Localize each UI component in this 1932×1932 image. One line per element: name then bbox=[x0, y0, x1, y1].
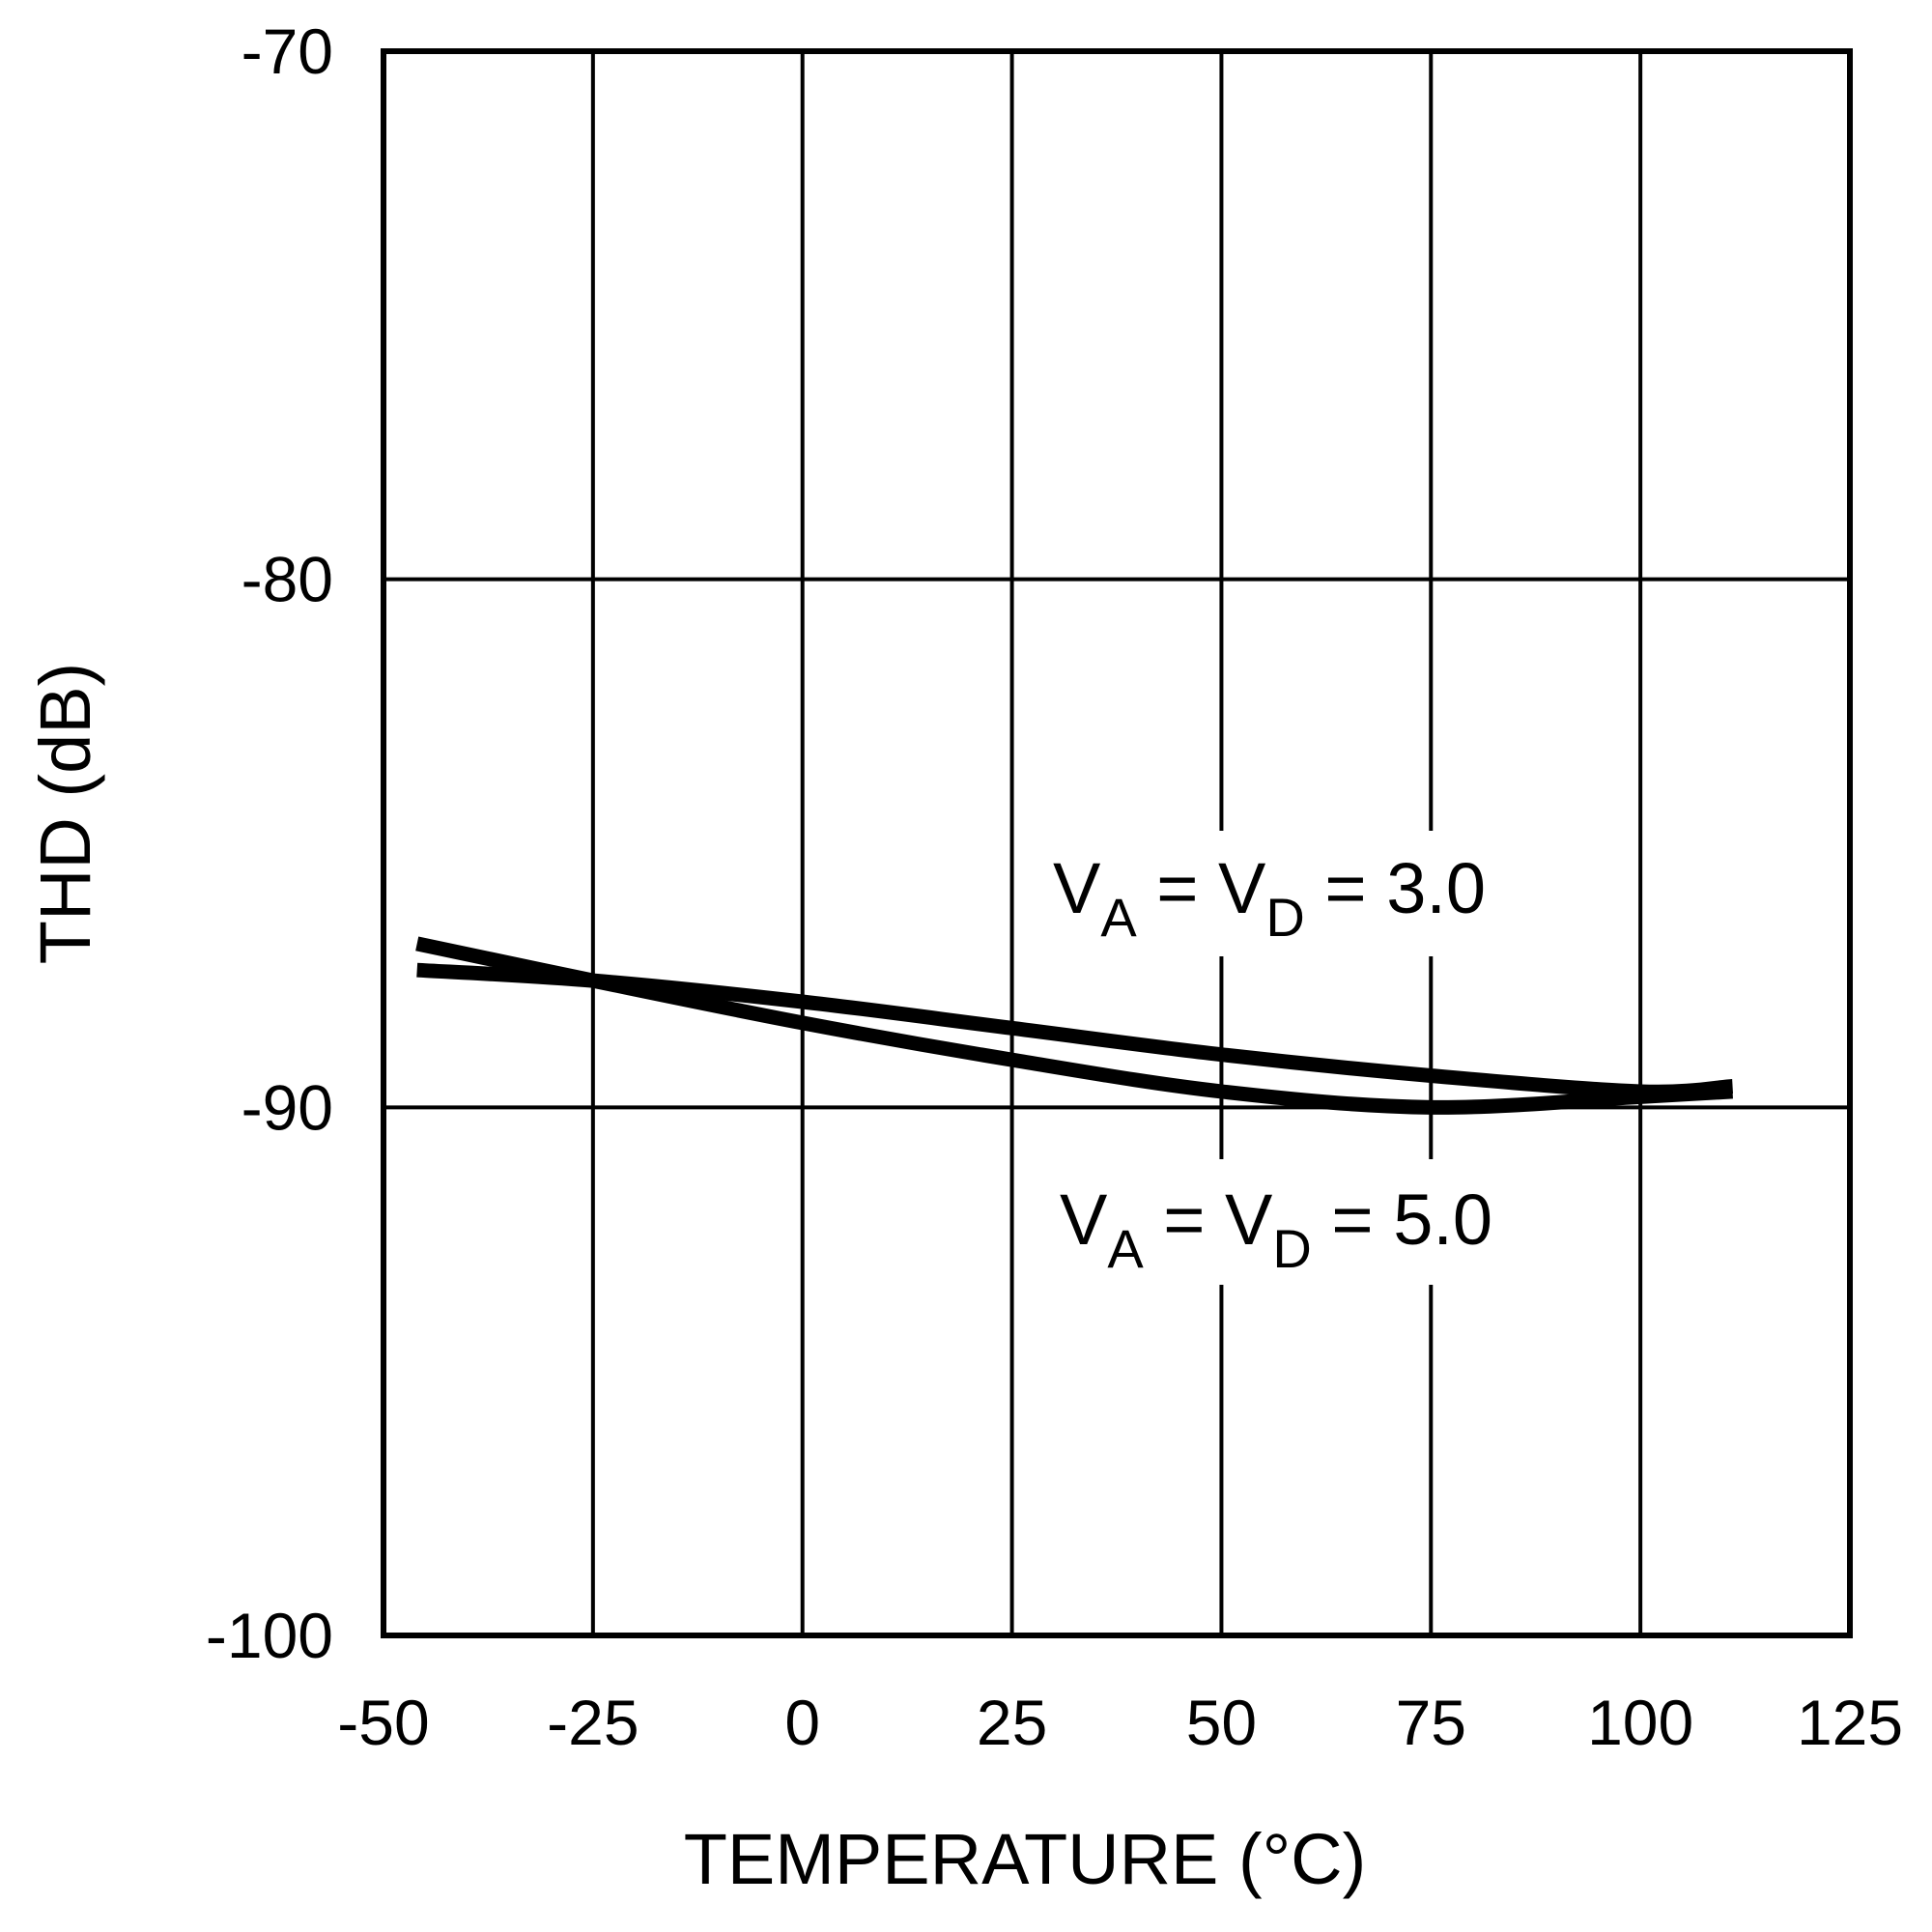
series-label-5v: VA = VD = 5.0 bbox=[1060, 1179, 1492, 1279]
x-tick-label: 50 bbox=[1186, 1687, 1257, 1758]
series-label-3v: VA = VD = 3.0 bbox=[1053, 848, 1486, 948]
x-tick-label: 0 bbox=[784, 1687, 820, 1758]
y-tick-label: -100 bbox=[206, 1600, 333, 1671]
series-label-3v-mid: = V bbox=[1137, 848, 1266, 928]
series-label-3v-sub-d: D bbox=[1265, 887, 1304, 948]
x-tick-label: 125 bbox=[1797, 1687, 1903, 1758]
x-tick-labels: -50 -25 0 25 50 75 100 125 bbox=[337, 1687, 1903, 1758]
series-label-3v-v: V bbox=[1053, 848, 1101, 928]
x-tick-label: 100 bbox=[1587, 1687, 1693, 1758]
series-label-5v-sub-d: D bbox=[1272, 1218, 1311, 1279]
x-tick-label: -50 bbox=[337, 1687, 429, 1758]
series-label-5v-mid: = V bbox=[1144, 1179, 1273, 1260]
y-tick-label: -80 bbox=[242, 544, 333, 615]
y-axis-title: THD (dB) bbox=[25, 663, 105, 964]
series-label-3v-value: = 3.0 bbox=[1305, 848, 1486, 928]
annotation-masks bbox=[1043, 831, 1591, 1285]
series-label-5v-v: V bbox=[1060, 1179, 1108, 1260]
x-tick-label: 25 bbox=[977, 1687, 1047, 1758]
x-axis-title: TEMPERATURE (°C) bbox=[684, 1819, 1367, 1899]
series-label-3v-sub-a: A bbox=[1100, 887, 1137, 948]
y-tick-label: -90 bbox=[242, 1071, 333, 1143]
series-line-1 bbox=[415, 936, 1733, 1115]
x-tick-label: 75 bbox=[1396, 1687, 1466, 1758]
series-label-5v-value: = 5.0 bbox=[1312, 1179, 1492, 1260]
annotation-mask bbox=[1050, 1159, 1591, 1285]
series-lines bbox=[415, 936, 1734, 1115]
series-label-5v-sub-a: A bbox=[1107, 1218, 1144, 1279]
plot-frame bbox=[381, 48, 1853, 1638]
x-tick-label: -25 bbox=[547, 1687, 639, 1758]
y-tick-label: -70 bbox=[242, 15, 333, 87]
annotation-mask bbox=[1043, 831, 1584, 956]
y-tick-labels: -70 -80 -90 -100 bbox=[206, 15, 333, 1671]
